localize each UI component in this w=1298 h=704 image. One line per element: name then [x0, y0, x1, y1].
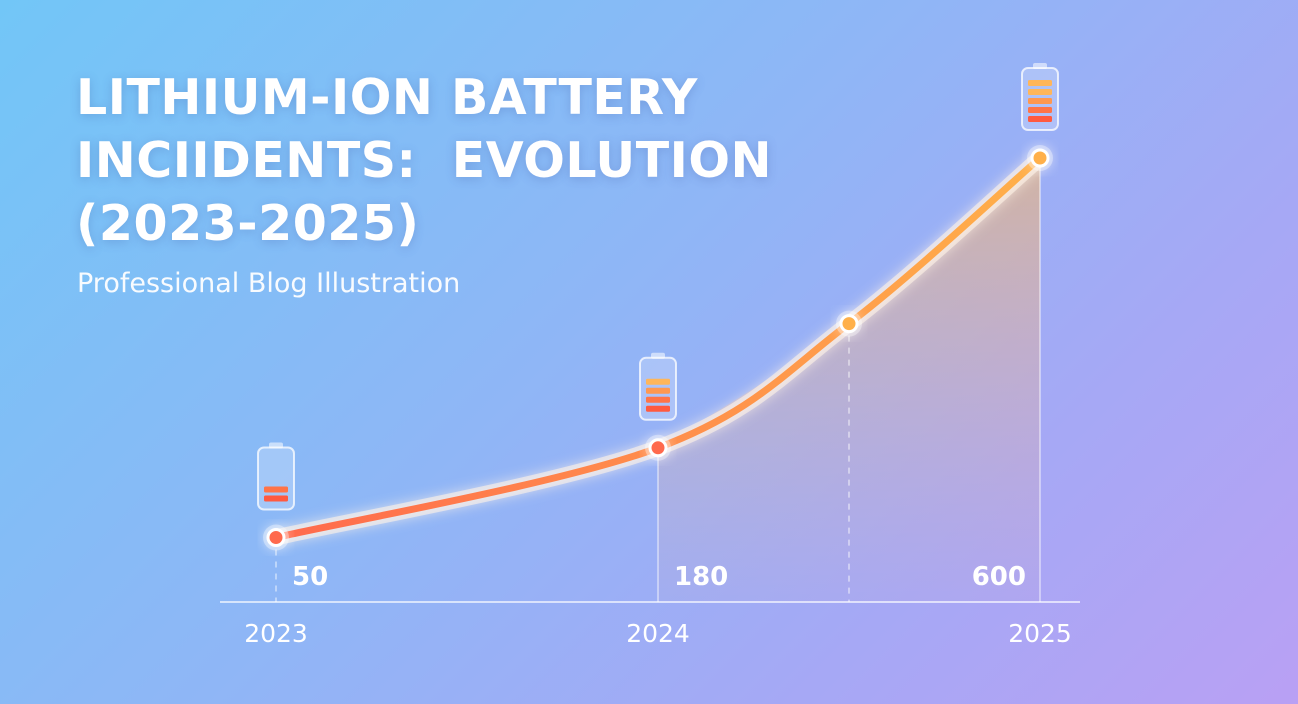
- data-point: [648, 438, 668, 458]
- data-label: 180: [674, 562, 728, 592]
- data-point: [839, 314, 859, 334]
- chart-title: LITHIUM-ION BATTERY INCIIDENTS: EVOLUTIO…: [76, 66, 836, 255]
- data-point: [266, 528, 286, 547]
- x-tick-label: 2024: [626, 619, 690, 648]
- x-tick-label: 2025: [1008, 619, 1072, 648]
- battery-icon: [1021, 63, 1059, 131]
- data-label: 50: [292, 562, 328, 592]
- battery-icon: [639, 352, 677, 421]
- title-line-2: INCIIDENTS: EVOLUTION: [76, 132, 773, 189]
- x-tick-label: 2023: [244, 619, 308, 648]
- data-point: [1030, 148, 1050, 168]
- title-line-3: (2023-2025): [76, 195, 420, 252]
- series-line: [272, 154, 1044, 541]
- title-line-1: LITHIUM-ION BATTERY: [76, 69, 698, 126]
- area-fill: [658, 158, 1040, 602]
- battery-icon: [257, 442, 295, 511]
- chart-subtitle: Professional Blog Illustration: [77, 268, 461, 299]
- data-label: 600: [972, 562, 1026, 592]
